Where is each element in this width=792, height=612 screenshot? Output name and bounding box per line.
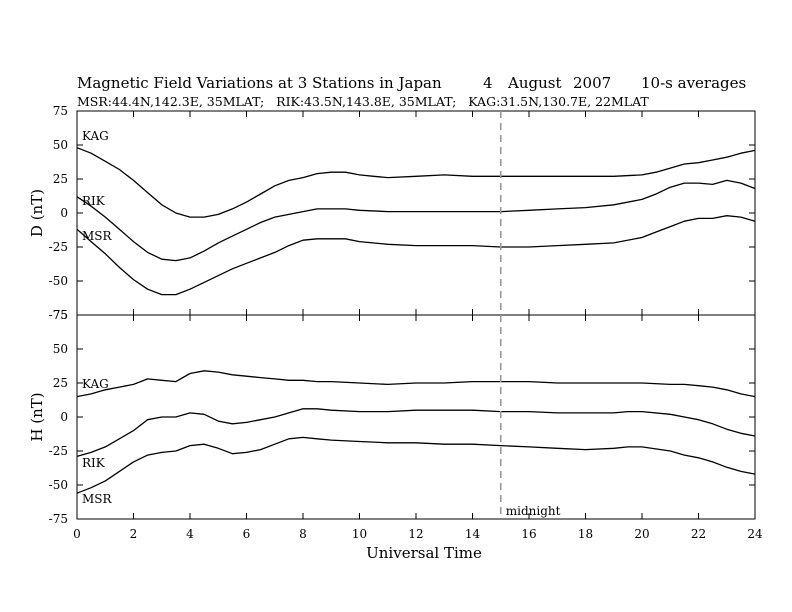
midnight-annotation: midnight	[506, 504, 561, 518]
panel-2-series-msr	[76, 436, 756, 494]
panel-2-ytick-label: 75	[53, 308, 68, 322]
x-tick-label: 18	[578, 527, 593, 541]
panel-2-ytick-label: -25	[49, 444, 68, 458]
x-tick-label: 2	[130, 527, 138, 541]
panel-1-series-rik	[76, 179, 756, 262]
x-tick-label: 12	[408, 527, 423, 541]
x-tick-label: 4	[186, 527, 194, 541]
panel-2-series-label-rik: RIK	[82, 456, 106, 470]
panel-2-series-rik	[76, 408, 756, 458]
x-tick-label: 14	[465, 527, 481, 541]
x-tick-label: 10	[352, 527, 367, 541]
panel-1-series-kag	[76, 147, 756, 218]
x-tick-label: 6	[243, 527, 251, 541]
panel-1-series-msr	[76, 215, 756, 296]
panel-1-series-label-rik: RIK	[82, 194, 106, 208]
panel-2-ytick-label: 25	[53, 376, 68, 390]
chart-date-month: August	[507, 74, 561, 92]
panel-2-series-label-msr: MSR	[82, 492, 113, 506]
panel-2-ytick-label: 50	[53, 342, 68, 356]
panel-2-frame	[76, 314, 756, 520]
panel-1-ytick-label: -25	[49, 240, 68, 254]
x-tick-label: 8	[299, 527, 307, 541]
chart-date-day: 4	[483, 74, 493, 92]
panel-2-ytick-label: -75	[49, 512, 68, 526]
panel-1-y-axis-label: D (nT)	[28, 189, 46, 237]
panel-2-series-label-kag: KAG	[82, 377, 109, 391]
chart-title: Magnetic Field Variations at 3 Stations …	[77, 74, 442, 92]
panel-2-ytick-label: 0	[60, 410, 68, 424]
panel-1-ytick-label: 50	[53, 138, 68, 152]
panel-1-series-label-msr: MSR	[82, 229, 113, 243]
x-tick-label: 16	[521, 527, 536, 541]
panel-2-series-kag	[76, 370, 756, 398]
chart-date-year: 2007	[573, 74, 611, 92]
panel-1-ytick-label: 75	[53, 104, 68, 118]
x-axis-label: Universal Time	[366, 544, 482, 562]
x-tick-label: 22	[691, 527, 706, 541]
panel-1-ytick-label: -75	[49, 308, 68, 322]
x-tick-label: 24	[747, 527, 763, 541]
chart-subtitle: MSR:44.4N,142.3E, 35MLAT; RIK:43.5N,143.…	[77, 94, 649, 109]
panel-2-y-axis-label: H (nT)	[28, 392, 46, 441]
chart-averaging-note: 10-s averages	[641, 74, 746, 92]
panel-2-ytick-label: -50	[49, 478, 68, 492]
panel-1-ytick-label: -50	[49, 274, 68, 288]
panels-layer: 75 50 25 0 -25 -50 -75 D (nT) KAG RIK MSR 75 50 25 0 -2…	[28, 104, 763, 541]
panel-1-series-label-kag: KAG	[82, 129, 109, 143]
panel-1-ytick-label: 25	[53, 172, 68, 186]
panel-1-frame	[76, 110, 756, 316]
panel-1-ytick-label: 0	[60, 206, 68, 220]
x-tick-label: 0	[73, 527, 81, 541]
x-tick-label: 20	[634, 527, 649, 541]
